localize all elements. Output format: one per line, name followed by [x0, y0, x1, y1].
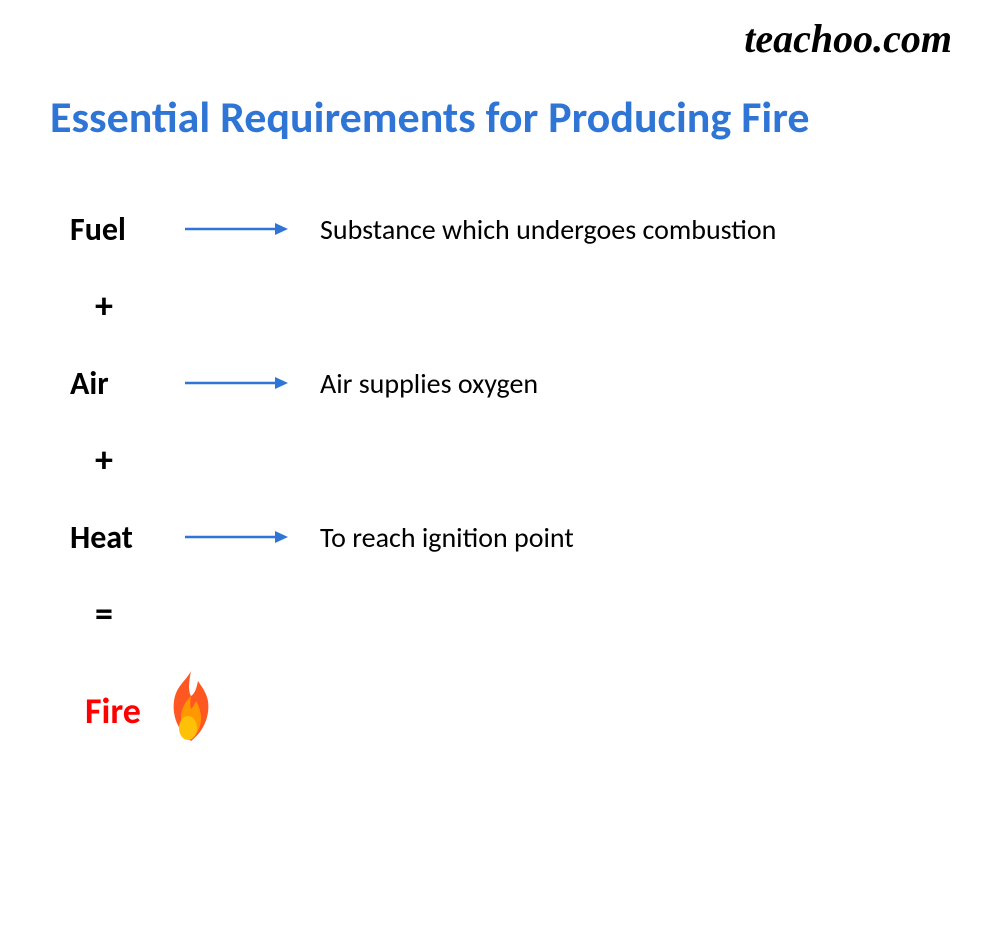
page-title: Essential Requirements for Producing Fir… [40, 90, 942, 144]
air-row: Air Air supplies oxygen [70, 358, 942, 408]
plus-operator: + [70, 284, 942, 328]
heat-description: To reach ignition point [320, 520, 574, 555]
arrow-icon [170, 373, 300, 393]
watermark: teachoo.com [744, 15, 952, 62]
plus-operator: + [70, 438, 942, 482]
arrow-icon [170, 219, 300, 239]
air-description: Air supplies oxygen [320, 366, 538, 401]
fire-label: Fire [70, 689, 141, 733]
fire-icon [156, 666, 226, 756]
fuel-description: Substance which undergoes combustion [320, 212, 776, 247]
result-row: Fire [70, 666, 942, 756]
diagram-content: Fuel Substance which undergoes combustio… [40, 204, 942, 756]
fuel-row: Fuel Substance which undergoes combustio… [70, 204, 942, 254]
fuel-term: Fuel [70, 210, 170, 249]
air-term: Air [70, 364, 170, 403]
heat-term: Heat [70, 518, 170, 557]
equals-operator: = [70, 592, 942, 636]
heat-row: Heat To reach ignition point [70, 512, 942, 562]
arrow-icon [170, 527, 300, 547]
